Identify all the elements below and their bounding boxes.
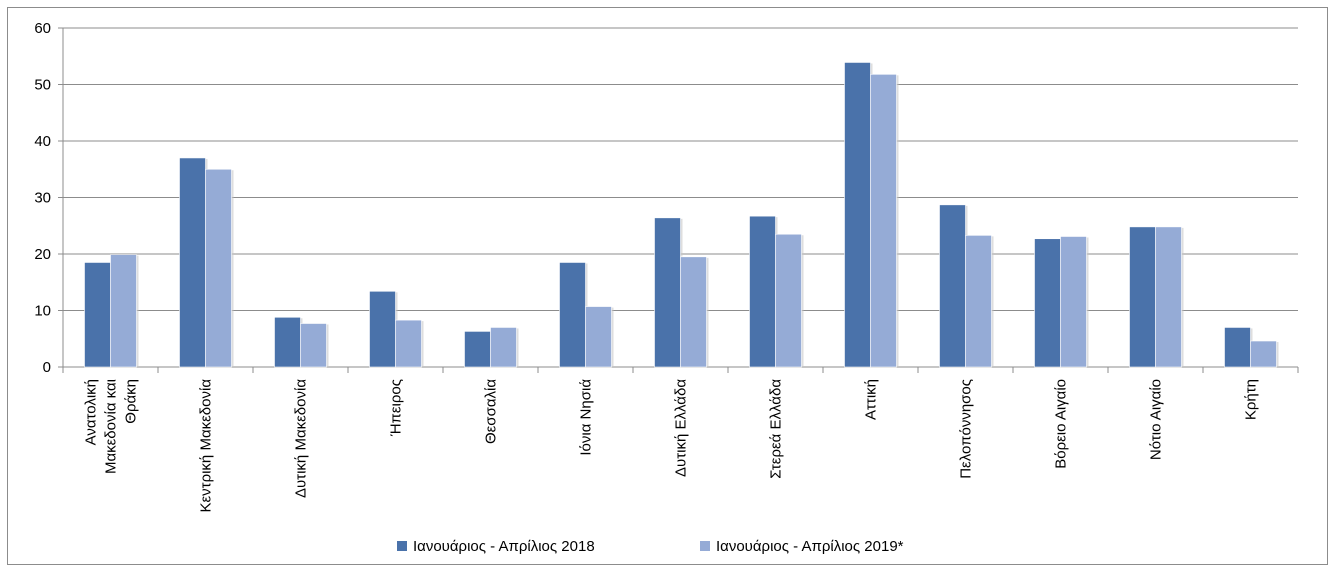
bar	[680, 256, 707, 368]
bar	[939, 204, 966, 368]
x-category-label: Βόρειο Αιγαίο	[1053, 379, 1070, 469]
y-tick-label: 20	[34, 246, 51, 263]
bar	[844, 62, 871, 368]
y-tick-label: 40	[34, 133, 51, 150]
x-category-label: Δυτική Ελλάδα	[673, 379, 690, 477]
bar	[1129, 226, 1156, 368]
bar	[1034, 238, 1061, 368]
y-tick-label: 10	[34, 303, 51, 320]
bar	[870, 74, 897, 368]
bar	[300, 323, 327, 368]
bar	[179, 157, 206, 368]
legend-label: Ιανουάριος - Απρίλιος 2019*	[716, 538, 904, 555]
legend-swatch	[397, 541, 407, 551]
legend-swatch	[700, 541, 710, 551]
y-tick-label: 0	[43, 359, 51, 376]
x-category-label: Ήπειρος	[388, 379, 405, 437]
y-tick-label: 60	[34, 20, 51, 37]
bar	[490, 327, 517, 368]
bar	[1224, 327, 1251, 368]
bar	[559, 262, 586, 368]
bar	[369, 290, 396, 368]
bar	[1060, 236, 1087, 368]
x-category-label: Δυτική Μακεδονία	[293, 379, 310, 498]
bar	[775, 233, 802, 368]
bar	[205, 168, 232, 368]
x-category-label: Ανατολική	[83, 379, 100, 445]
bar	[84, 262, 111, 368]
x-category-label: Αττική	[863, 379, 880, 420]
y-tick-label: 50	[34, 77, 51, 94]
x-category-label: Κεντρική Μακεδονία	[198, 379, 215, 513]
bar	[110, 254, 137, 368]
bar	[464, 331, 491, 368]
x-category-label: Κρήτη	[1243, 379, 1260, 420]
legend-label: Ιανουάριος - Απρίλιος 2018	[413, 538, 595, 555]
x-category-label: Πελοπόννησος	[958, 379, 975, 479]
x-category-label: Ιόνια Νησιά	[578, 379, 595, 456]
bar	[965, 235, 992, 368]
bar	[654, 217, 681, 368]
bar	[585, 306, 612, 368]
bar	[395, 319, 422, 368]
bar	[1250, 340, 1277, 368]
x-category-label: Στερεά Ελλάδα	[768, 379, 785, 479]
bar	[1155, 226, 1182, 368]
x-category-label: Μακεδονία και	[103, 379, 120, 474]
y-tick-label: 30	[34, 190, 51, 207]
bar	[749, 215, 776, 368]
x-category-label: Θράκη	[123, 379, 140, 424]
x-category-label: Νότιο Αιγαίο	[1148, 379, 1165, 460]
x-category-label: Θεσσαλία	[483, 379, 500, 444]
bar	[274, 316, 301, 368]
